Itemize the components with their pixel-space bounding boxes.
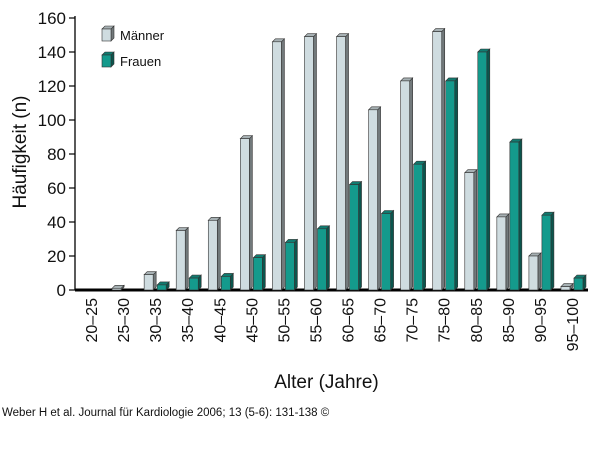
bar-maenner xyxy=(207,216,222,291)
bar-maenner xyxy=(367,106,382,291)
legend-item-maenner: Männer xyxy=(101,25,165,43)
x-tick-label: 95–100 xyxy=(565,298,582,351)
x-tick-label: 65–70 xyxy=(373,298,390,343)
y-axis-title: Häufigkeit (n) xyxy=(10,96,31,209)
x-tick-label: 40–45 xyxy=(212,298,229,343)
legend-swatch xyxy=(101,54,112,68)
bar-frauen xyxy=(412,160,427,291)
bar-maenner xyxy=(496,213,510,291)
bar-maenner xyxy=(271,38,286,291)
bar-chart: 0 20 40 60 80 100 120 140 160 20–25 25–30 30–35 35–4… xyxy=(10,9,588,393)
x-tick-label: 35–40 xyxy=(180,298,197,343)
bar-frauen xyxy=(380,209,395,291)
bar-frauen xyxy=(252,253,267,291)
bar-frauen xyxy=(156,281,170,291)
bar-maenner xyxy=(111,284,125,291)
bar-maenner xyxy=(528,252,542,291)
bar-maenner xyxy=(303,32,318,291)
x-tick-label: 60–65 xyxy=(341,298,358,343)
x-tick-label: 70–75 xyxy=(405,298,422,343)
legend-label: Männer xyxy=(120,28,165,43)
bar-frauen xyxy=(444,77,459,291)
y-tick-label: 0 xyxy=(57,281,66,300)
bar-maenner xyxy=(464,168,478,291)
x-tick-label: 80–85 xyxy=(469,298,486,343)
bar-maenner xyxy=(143,270,157,291)
bar-maenner xyxy=(335,32,350,291)
bar-maenner xyxy=(431,27,446,291)
y-tick-label: 80 xyxy=(47,145,66,164)
bar-frauen xyxy=(316,225,331,291)
bar-frauen xyxy=(573,274,587,291)
y-tick-label: 140 xyxy=(38,43,66,62)
legend-item-frauen: Frauen xyxy=(101,51,161,69)
bar-frauen xyxy=(509,138,523,291)
bar-frauen xyxy=(188,274,202,291)
legend-swatch xyxy=(101,28,112,42)
y-tick-label: 160 xyxy=(38,9,66,28)
y-tick-label: 120 xyxy=(38,77,66,96)
bar-frauen xyxy=(284,238,299,291)
bar-frauen xyxy=(220,272,235,291)
bar-frauen xyxy=(477,48,491,291)
x-tick-label: 85–90 xyxy=(501,298,518,343)
chart-bars xyxy=(111,27,587,291)
source-credit: Weber H et al. Journal für Kardiologie 2… xyxy=(2,407,330,419)
x-tick-label: 55–60 xyxy=(308,298,325,343)
bar-maenner xyxy=(239,134,254,291)
chart-labels: 0 20 40 60 80 100 120 140 160 20–25 25–30 30–35 35–4… xyxy=(10,9,582,393)
legend-label: Frauen xyxy=(120,54,161,69)
x-tick-label: 20–25 xyxy=(84,298,101,343)
chart-legend: Männer Frauen xyxy=(101,25,165,69)
x-tick-label: 25–30 xyxy=(116,298,133,343)
x-tick-label: 50–55 xyxy=(276,298,293,343)
x-axis-title: Alter (Jahre) xyxy=(274,372,379,393)
bar-frauen xyxy=(541,211,555,291)
y-tick-label: 60 xyxy=(47,179,66,198)
x-tick-label: 45–50 xyxy=(244,298,261,343)
bar-maenner xyxy=(175,226,189,291)
y-tick-label: 40 xyxy=(47,213,66,232)
y-tick-label: 20 xyxy=(47,247,66,266)
bar-maenner xyxy=(399,77,414,291)
bar-maenner xyxy=(560,282,574,291)
x-tick-label: 90–95 xyxy=(533,298,550,343)
x-tick-label: 30–35 xyxy=(148,298,165,343)
bar-frauen xyxy=(348,180,363,291)
y-tick-label: 100 xyxy=(38,111,66,130)
x-tick-label: 75–80 xyxy=(437,298,454,343)
